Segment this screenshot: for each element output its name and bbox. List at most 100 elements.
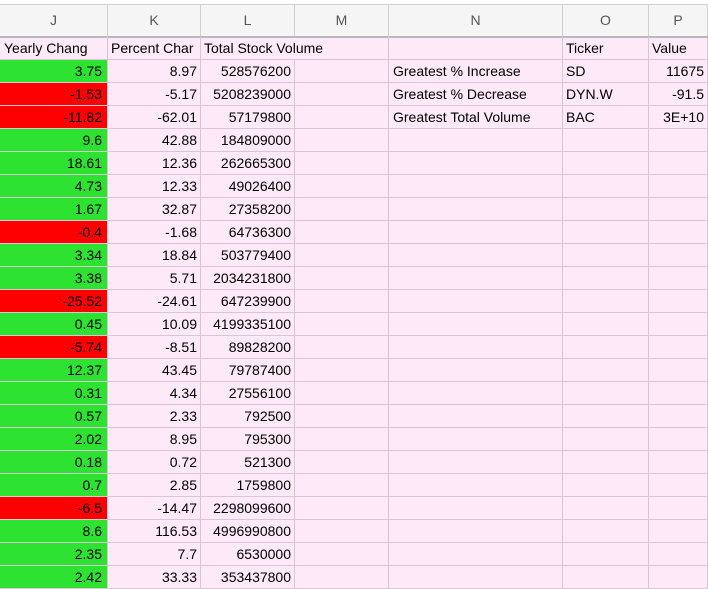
column-header-j[interactable]: J [0,5,108,36]
empty-cell-o[interactable] [563,543,649,566]
empty-cell-o[interactable] [563,359,649,382]
summary-value-cell[interactable]: 11675 [649,60,708,83]
empty-cell-n[interactable] [389,129,563,152]
percent-change-cell[interactable]: 42.88 [108,129,201,152]
empty-cell-m[interactable] [295,428,389,451]
yearly-change-cell[interactable]: 3.38 [0,267,108,290]
total-volume-cell[interactable]: 79787400 [201,359,295,382]
empty-cell-n[interactable] [389,221,563,244]
total-volume-cell[interactable]: 27358200 [201,198,295,221]
percent-change-cell[interactable]: 7.7 [108,543,201,566]
empty-cell-o[interactable] [563,382,649,405]
empty-cell-p[interactable] [649,382,708,405]
empty-cell-o[interactable] [563,497,649,520]
total-volume-cell[interactable]: 5208239000 [201,83,295,106]
value-header[interactable]: Value [649,37,708,60]
summary-ticker-cell[interactable]: DYN.W [563,83,649,106]
empty-cell-p[interactable] [649,451,708,474]
empty-cell-m[interactable] [295,60,389,83]
empty-cell-o[interactable] [563,290,649,313]
empty-cell-n[interactable] [389,290,563,313]
empty-cell-n[interactable] [389,336,563,359]
empty-cell-p[interactable] [649,520,708,543]
yearly-change-cell[interactable]: 4.73 [0,175,108,198]
percent-change-cell[interactable]: 10.09 [108,313,201,336]
yearly-change-cell[interactable]: 8.6 [0,520,108,543]
empty-cell-p[interactable] [649,221,708,244]
total-volume-cell[interactable]: 262665300 [201,152,295,175]
empty-cell-o[interactable] [563,175,649,198]
empty-cell-m[interactable] [295,244,389,267]
empty-cell-p[interactable] [649,313,708,336]
yearly-change-cell[interactable]: 0.45 [0,313,108,336]
percent-change-cell[interactable]: -1.68 [108,221,201,244]
percent-change-cell[interactable]: 8.97 [108,60,201,83]
percent-change-cell[interactable]: 18.84 [108,244,201,267]
empty-cell-m[interactable] [295,267,389,290]
summary-label-cell[interactable]: Greatest % Decrease [389,83,563,106]
total-volume-cell[interactable]: 57179800 [201,106,295,129]
column-header-k[interactable]: K [108,5,201,36]
empty-cell-m[interactable] [295,152,389,175]
total-volume-cell[interactable]: 4199335100 [201,313,295,336]
yearly-change-cell[interactable]: 0.31 [0,382,108,405]
total-volume-cell[interactable]: 792500 [201,405,295,428]
summary-label-cell[interactable]: Greatest % Increase [389,60,563,83]
empty-cell-o[interactable] [563,152,649,175]
percent-change-cell[interactable]: 32.87 [108,198,201,221]
empty-cell-n[interactable] [389,244,563,267]
percent-change-cell[interactable]: -5.17 [108,83,201,106]
total-volume-cell[interactable]: 49026400 [201,175,295,198]
total-volume-cell[interactable]: 64736300 [201,221,295,244]
empty-cell-m[interactable] [295,451,389,474]
yearly-change-cell[interactable]: 9.6 [0,129,108,152]
empty-cell-m[interactable] [295,497,389,520]
yearly-change-header[interactable]: Yearly Chang [0,37,108,60]
empty-cell-p[interactable] [649,428,708,451]
empty-cell-m[interactable] [295,359,389,382]
empty-cell-n[interactable] [389,543,563,566]
empty-cell-p[interactable] [649,129,708,152]
empty-cell-n[interactable] [389,382,563,405]
yearly-change-cell[interactable]: 0.18 [0,451,108,474]
yearly-change-cell[interactable]: 2.35 [0,543,108,566]
percent-change-header[interactable]: Percent Char [108,37,201,60]
total-volume-cell[interactable]: 1759800 [201,474,295,497]
total-volume-cell[interactable]: 2034231800 [201,267,295,290]
yearly-change-cell[interactable]: 3.75 [0,60,108,83]
empty-cell-o[interactable] [563,221,649,244]
empty-cell-m[interactable] [295,106,389,129]
empty-cell-o[interactable] [563,267,649,290]
empty-cell-o[interactable] [563,336,649,359]
total-volume-cell[interactable]: 503779400 [201,244,295,267]
column-header-o[interactable]: O [563,5,649,36]
total-volume-cell[interactable]: 89828200 [201,336,295,359]
empty-cell-n[interactable] [389,267,563,290]
yearly-change-cell[interactable]: 12.37 [0,359,108,382]
yearly-change-cell[interactable]: -0.4 [0,221,108,244]
summary-value-cell[interactable]: 3E+10 [649,106,708,129]
total-volume-cell[interactable]: 4996990800 [201,520,295,543]
empty-cell-n[interactable] [389,198,563,221]
summary-ticker-cell[interactable]: BAC [563,106,649,129]
empty-cell-m[interactable] [295,175,389,198]
empty-cell-n[interactable] [389,428,563,451]
percent-change-cell[interactable]: -24.61 [108,290,201,313]
empty-cell-m[interactable] [295,83,389,106]
percent-change-cell[interactable]: 12.33 [108,175,201,198]
empty-cell-o[interactable] [563,244,649,267]
empty-cell-m[interactable] [295,474,389,497]
empty-cell-p[interactable] [649,543,708,566]
total-volume-cell[interactable]: 6530000 [201,543,295,566]
empty-cell-n[interactable] [389,497,563,520]
empty-cell-m[interactable] [295,543,389,566]
total-volume-cell[interactable]: 647239900 [201,290,295,313]
empty-cell-o[interactable] [563,313,649,336]
yearly-change-cell[interactable]: -6.5 [0,497,108,520]
yearly-change-cell[interactable]: -1.53 [0,83,108,106]
empty-cell-n[interactable] [389,175,563,198]
empty-cell-m[interactable] [295,313,389,336]
empty-cell-p[interactable] [649,267,708,290]
empty-cell-p[interactable] [649,175,708,198]
empty-cell-n[interactable] [389,359,563,382]
